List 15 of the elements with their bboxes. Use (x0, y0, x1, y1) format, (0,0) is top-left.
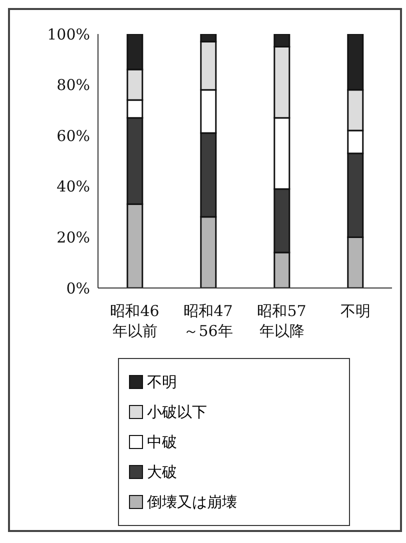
y-tick-label: 100% (47, 25, 90, 44)
y-tick-label: 0% (66, 279, 90, 298)
x-tick-label: 不明 (340, 302, 370, 320)
y-tick-label: 20% (56, 228, 90, 247)
y-tick-label: 40% (56, 178, 90, 196)
legend-label: 大破 (147, 462, 177, 482)
x-tick-label: 昭和47 ～56年 (184, 302, 233, 340)
legend-label: 小破以下 (147, 402, 207, 422)
y-tick-label: 80% (56, 76, 90, 94)
y-tick-label: 60% (56, 126, 90, 145)
x-tick-label: 昭和57 年以降 (257, 302, 306, 340)
legend-label: 中破 (147, 432, 177, 452)
legend-label: 倒壊又は崩壊 (147, 492, 237, 512)
legend-label: 不明 (147, 372, 177, 392)
x-tick-label: 昭和46 年以前 (110, 302, 160, 340)
